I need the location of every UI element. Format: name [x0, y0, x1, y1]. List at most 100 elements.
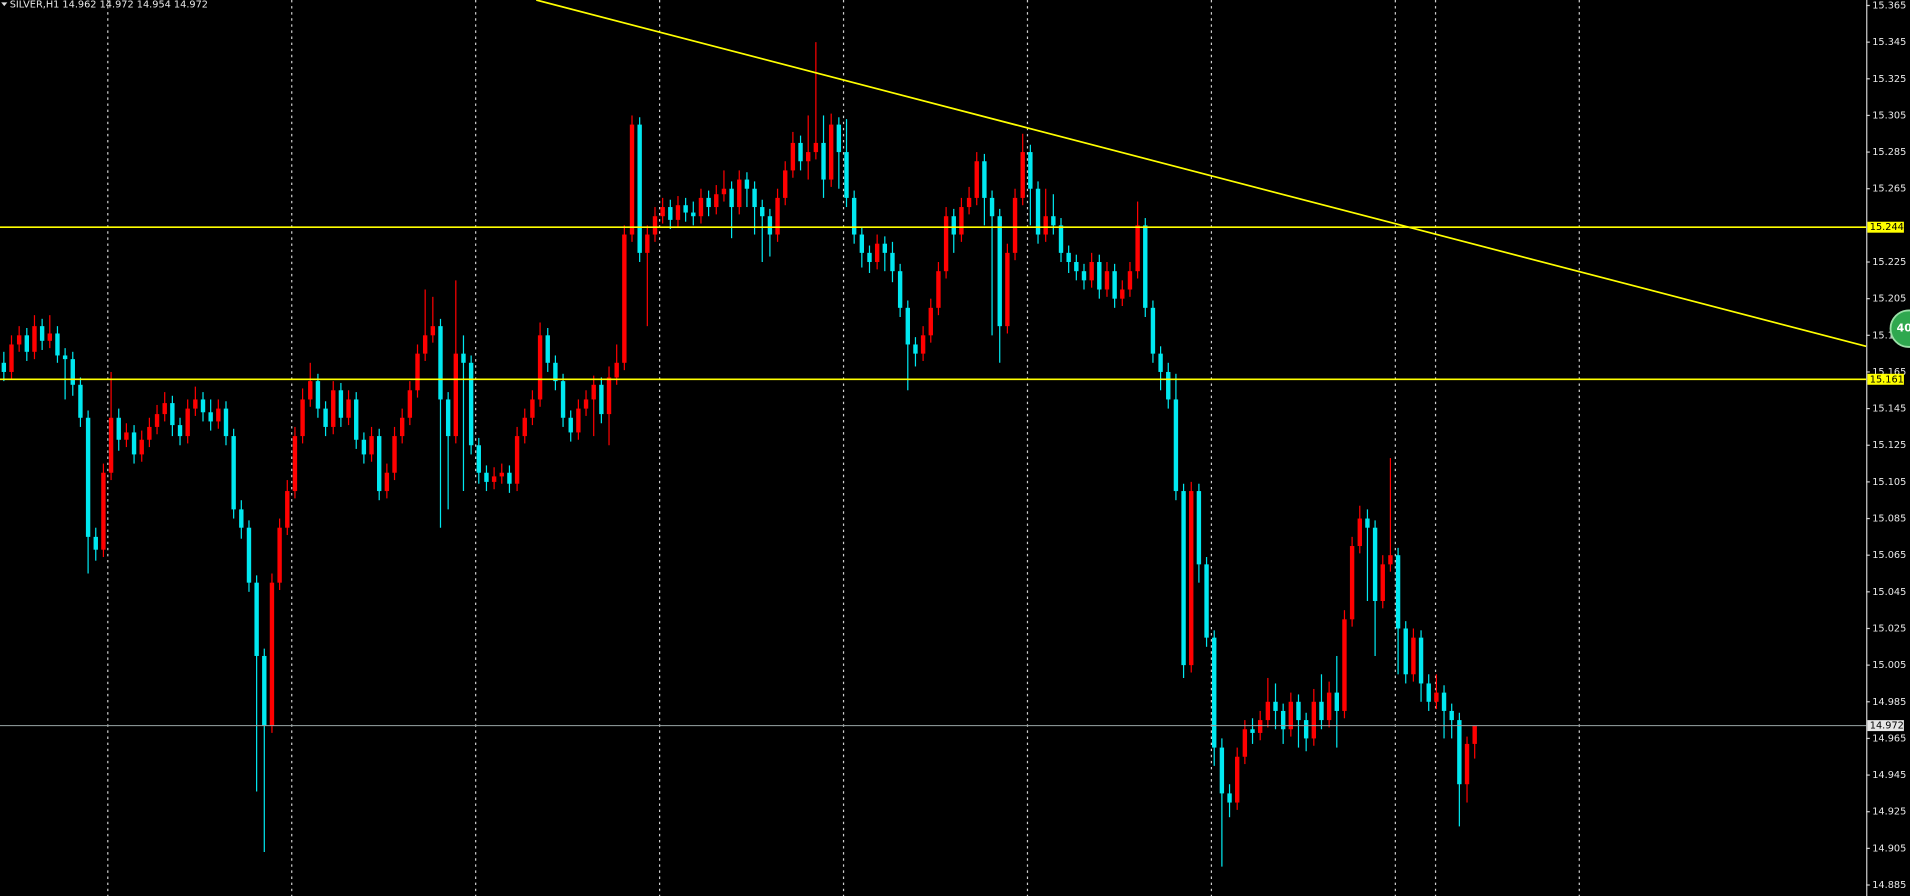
badge	[1889, 309, 1910, 348]
candle-body	[1097, 262, 1102, 290]
candle-body	[491, 476, 497, 482]
candle-body	[530, 399, 535, 418]
candle-body	[813, 142, 819, 153]
candle-body	[706, 197, 711, 208]
y-tick-label: 15.325	[1872, 74, 1906, 85]
candle-body	[1181, 491, 1186, 666]
level-label-box	[1867, 373, 1904, 385]
candle-body	[744, 179, 750, 189]
candle-body	[1074, 262, 1079, 272]
candle-body	[989, 197, 995, 217]
candle-body	[1235, 756, 1240, 803]
candle-body	[514, 436, 520, 484]
candle-body	[828, 124, 834, 180]
candle-body	[39, 326, 45, 341]
candle-body	[798, 142, 803, 162]
y-tick-label: 15.345	[1872, 37, 1906, 48]
candle-body	[966, 197, 972, 208]
candle-body	[522, 417, 527, 437]
candle-body	[943, 216, 949, 272]
candle-body	[614, 362, 619, 378]
candle-body	[905, 307, 910, 345]
candle-body	[1135, 225, 1140, 272]
candle-body	[836, 124, 842, 153]
candle-body	[361, 439, 367, 455]
candle-body	[1104, 271, 1110, 290]
candle-body	[599, 384, 604, 415]
y-tick-label: 15.165	[1872, 367, 1906, 378]
candle-body	[1319, 701, 1324, 721]
chart-title: SILVER,H1 14.962 14.972 14.954 14.972	[10, 0, 208, 10]
candle-body	[1273, 701, 1278, 711]
candle-body	[453, 353, 459, 437]
candle-body	[292, 436, 298, 492]
y-tick-label: 15.305	[1872, 110, 1906, 121]
candle-body	[1372, 527, 1378, 601]
candle-body	[1403, 628, 1408, 675]
candle-body	[285, 491, 290, 528]
candle-body	[851, 197, 857, 235]
candle-body	[1043, 216, 1048, 235]
candle-body	[338, 390, 344, 418]
candle-body	[231, 436, 236, 510]
candle-body	[1204, 564, 1209, 638]
candle-body	[1158, 353, 1163, 372]
candle-body	[269, 582, 275, 726]
candle-body	[1349, 546, 1355, 620]
badge-label: 40	[1897, 322, 1910, 335]
candle-body	[629, 124, 635, 235]
candle-body	[1380, 564, 1385, 601]
candle-body	[377, 436, 382, 492]
candle-body	[208, 412, 213, 422]
candle-body	[1196, 491, 1202, 565]
candle-body	[675, 205, 681, 220]
candle-body	[1426, 683, 1431, 702]
candle-body	[1472, 725, 1477, 744]
candle-body	[1411, 637, 1416, 675]
candle-body	[331, 390, 336, 427]
candle-body	[867, 252, 872, 263]
candle-body	[1288, 701, 1294, 730]
candle-body	[315, 381, 321, 409]
y-tick-label: 15.085	[1872, 514, 1906, 525]
candle-body	[1464, 743, 1470, 785]
candle-body	[1127, 271, 1133, 290]
plot	[0, 0, 1867, 867]
candle-body	[346, 399, 351, 418]
candle-body	[683, 205, 688, 213]
candle-body	[729, 188, 734, 208]
candle-body	[1357, 518, 1362, 547]
bid-label: 14.972	[1870, 721, 1904, 732]
candle-body	[721, 188, 727, 195]
candle-body	[101, 472, 106, 550]
candle-body	[1, 362, 7, 372]
candle-body	[499, 472, 504, 477]
candle-body	[430, 326, 436, 336]
candle-body	[162, 403, 167, 415]
candle-body	[85, 417, 91, 537]
candle-body	[1441, 692, 1447, 711]
candle-body	[576, 408, 581, 433]
candle-body	[660, 207, 665, 217]
candle-body	[139, 439, 144, 455]
candle-body	[1212, 637, 1217, 748]
candle-body	[928, 307, 933, 336]
candle-body	[767, 216, 773, 235]
candle-body	[897, 271, 903, 308]
candle-body	[484, 472, 489, 482]
y-tick-label: 15.205	[1872, 294, 1906, 305]
menu-arrow	[1, 2, 8, 7]
candle-body	[1242, 729, 1248, 757]
candle-body	[1005, 252, 1010, 327]
candle-body	[1143, 225, 1148, 308]
candle-body	[277, 527, 282, 583]
candle-body	[698, 197, 704, 217]
candle-body	[783, 170, 788, 198]
candle-body	[78, 384, 83, 418]
candle-body	[154, 414, 160, 427]
candle-body	[553, 362, 558, 382]
candle-body	[16, 335, 22, 345]
y-tick-label: 15.365	[1872, 0, 1906, 11]
candle-body	[974, 161, 979, 198]
